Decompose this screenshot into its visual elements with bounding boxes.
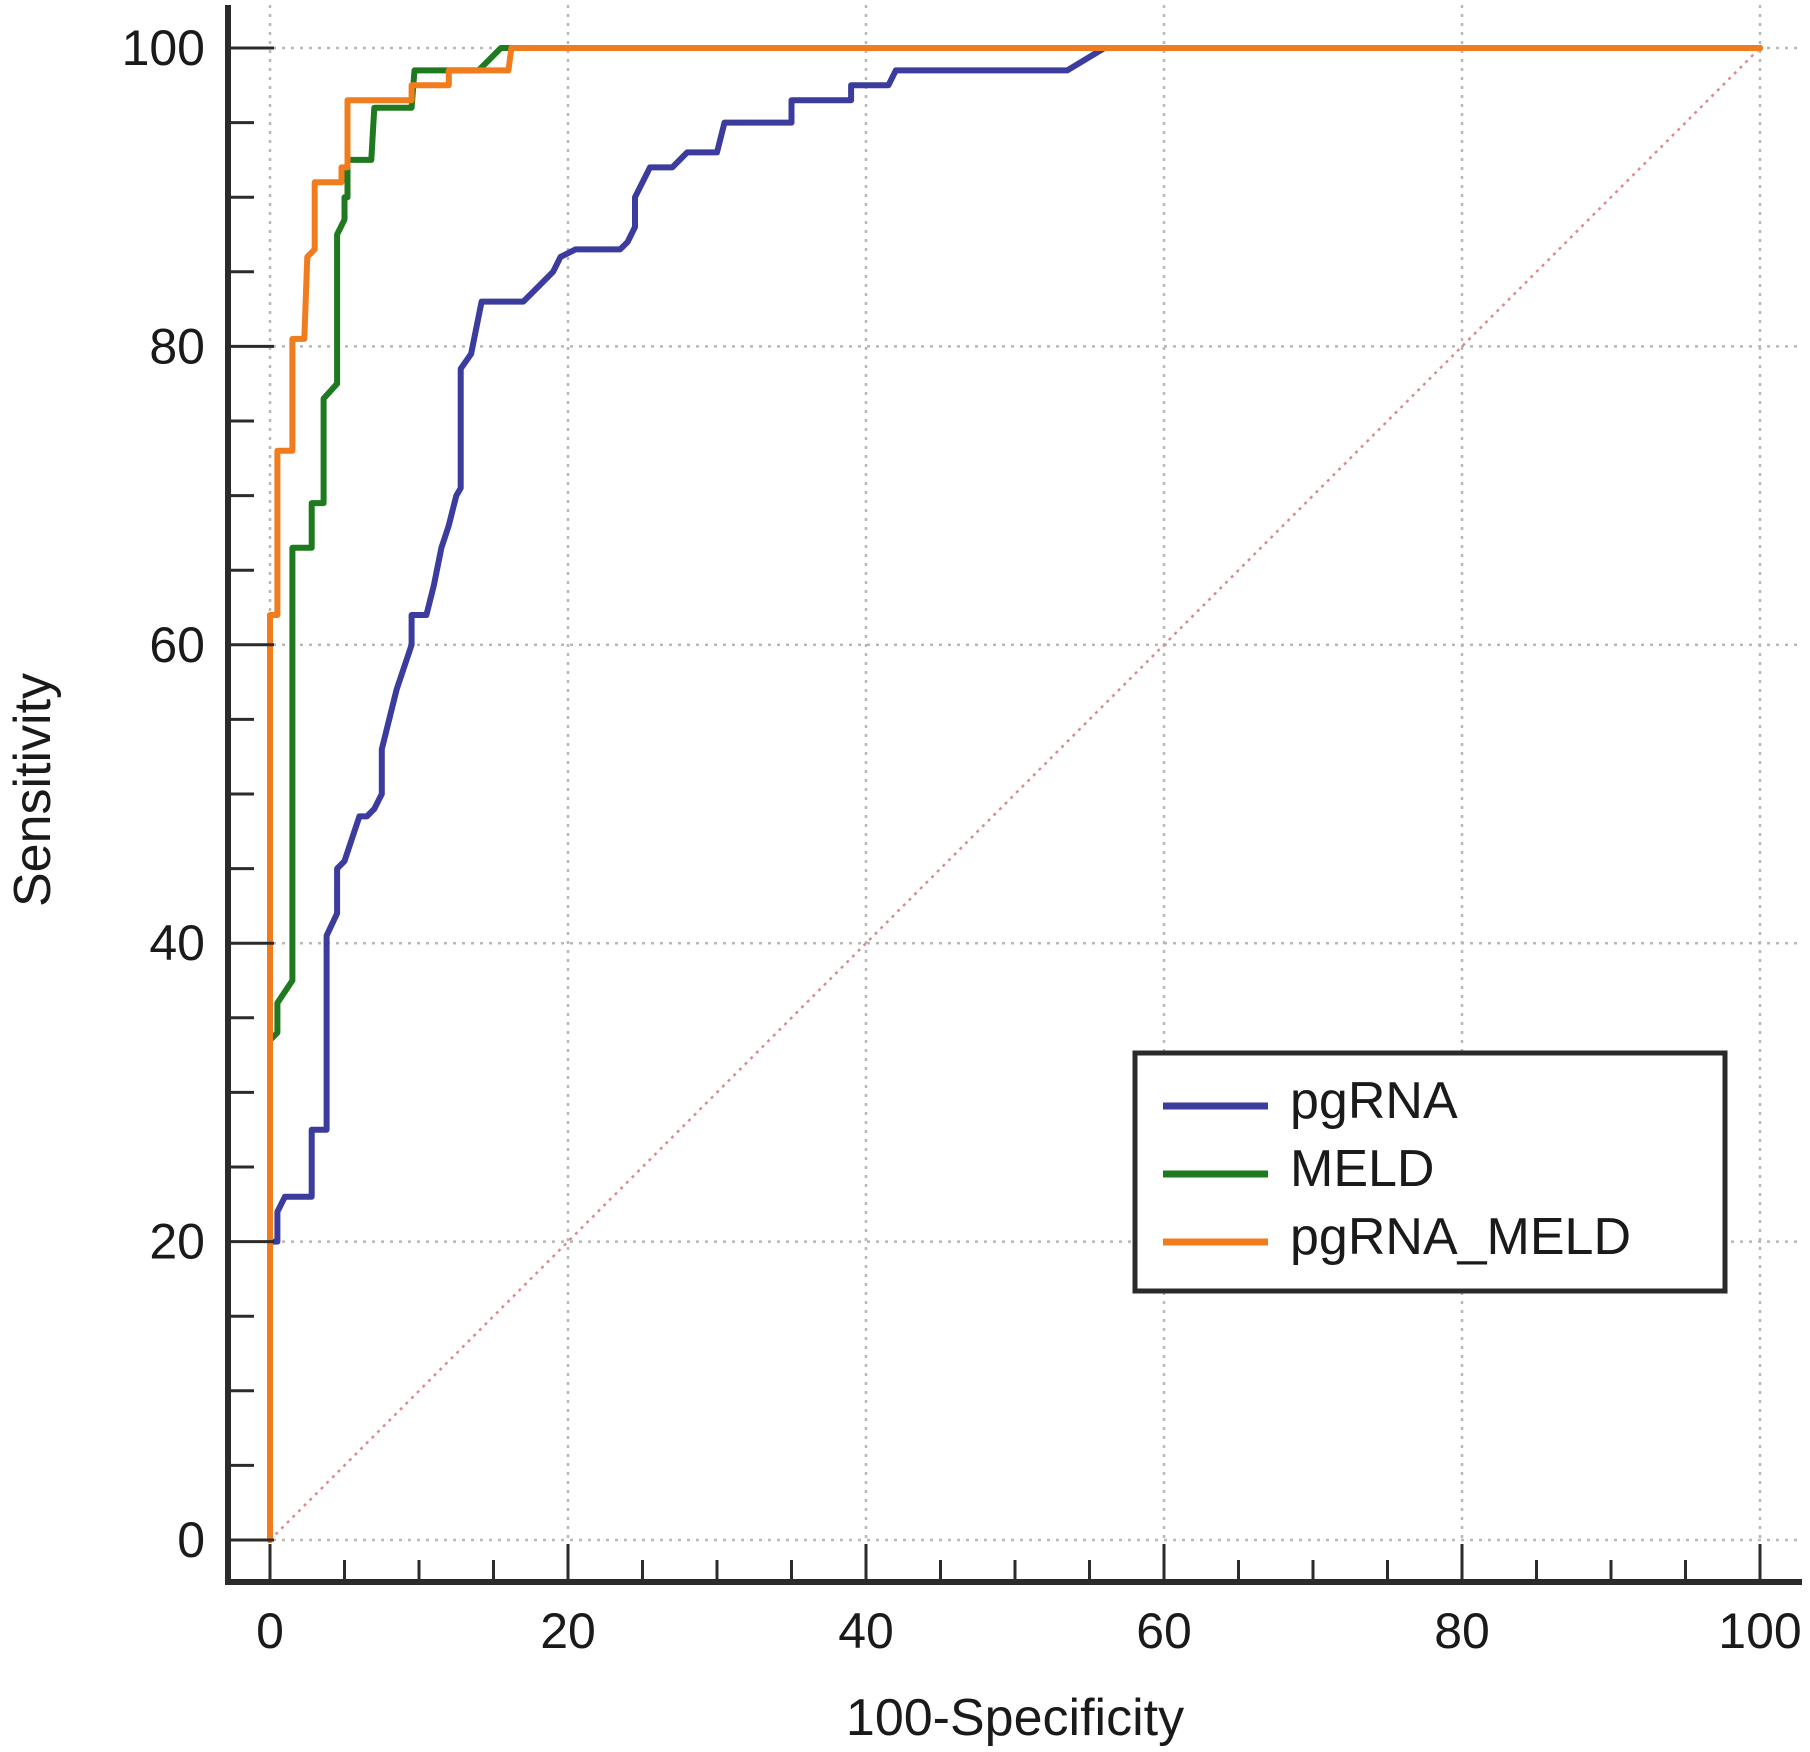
legend-label-meld: MELD bbox=[1290, 1140, 1434, 1198]
y-axis-title: Sensitivity bbox=[4, 673, 62, 907]
x-tick-label: 80 bbox=[1434, 1603, 1490, 1659]
axis-frame bbox=[225, 5, 1802, 1585]
y-tick-label: 0 bbox=[177, 1512, 205, 1568]
series-line-pgrna-meld bbox=[267, 45, 1763, 1543]
grid bbox=[228, 5, 1802, 1582]
x-tick-label: 100 bbox=[1718, 1603, 1801, 1659]
x-tick-label: 20 bbox=[540, 1603, 596, 1659]
legend-label-pgrna: pgRNA bbox=[1290, 1072, 1458, 1130]
series-line-meld bbox=[267, 45, 1763, 1543]
tick-labels: 0 20 40 60 80 100 0 20 40 60 80 100 bbox=[122, 20, 1802, 1659]
x-tick-label: 40 bbox=[838, 1603, 894, 1659]
reference-diagonal-line bbox=[269, 47, 1761, 1541]
y-tick-label: 100 bbox=[122, 20, 205, 76]
x-tick-label: 60 bbox=[1136, 1603, 1192, 1659]
x-axis-title: 100-Specificity bbox=[846, 1689, 1184, 1747]
ticks bbox=[228, 46, 1762, 1582]
y-tick-label: 20 bbox=[149, 1214, 205, 1270]
series-layer bbox=[267, 45, 1763, 1543]
y-tick-label: 80 bbox=[149, 318, 205, 374]
y-tick-label: 40 bbox=[149, 915, 205, 971]
legend-label-pgrna-meld: pgRNA_MELD bbox=[1290, 1208, 1631, 1266]
legend: pgRNA MELD pgRNA_MELD bbox=[1132, 1050, 1728, 1294]
y-tick-label: 60 bbox=[149, 617, 205, 673]
axes bbox=[225, 5, 1802, 1585]
series-line-pgrna bbox=[267, 45, 1763, 1543]
x-tick-label: 0 bbox=[256, 1603, 284, 1659]
